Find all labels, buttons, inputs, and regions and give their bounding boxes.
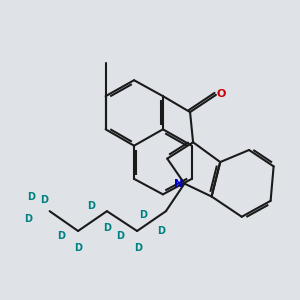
Text: D: D — [87, 201, 95, 211]
Text: D: D — [24, 214, 32, 224]
Text: D: D — [103, 224, 111, 233]
Text: D: D — [74, 243, 82, 253]
Text: O: O — [217, 89, 226, 99]
Text: D: D — [40, 194, 49, 205]
Text: D: D — [57, 231, 65, 241]
Text: D: D — [140, 211, 148, 220]
Text: N: N — [174, 179, 183, 190]
Text: D: D — [116, 231, 124, 241]
Text: D: D — [157, 226, 165, 236]
Text: D: D — [134, 243, 142, 253]
Text: D: D — [28, 191, 35, 202]
